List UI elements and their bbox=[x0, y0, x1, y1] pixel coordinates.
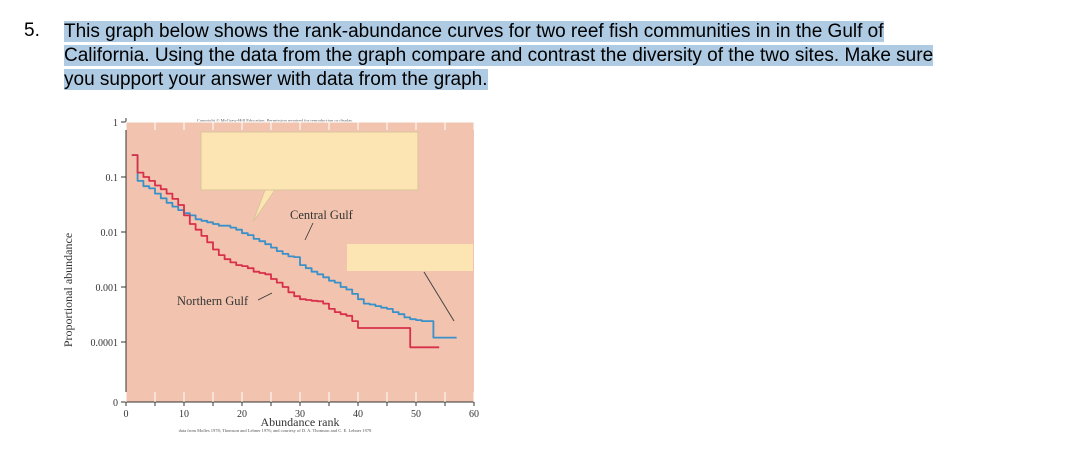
x-tick-label: 50 bbox=[411, 409, 421, 420]
pointer-northern-gulf bbox=[257, 292, 273, 301]
x-tick-label: 0 bbox=[124, 409, 129, 420]
y-axis: 1 0.1 0.01 0.001 0.0001 0 bbox=[91, 118, 127, 409]
y-tick-label: 0.01 bbox=[101, 228, 119, 239]
pointer-central-gulf bbox=[304, 222, 314, 241]
chart-svg: Copyright © McGraw-Hill Education. Permi… bbox=[61, 118, 479, 433]
y-tick-label: 0 bbox=[113, 398, 118, 409]
callout-box-upper bbox=[200, 131, 419, 191]
x-tick-label: 40 bbox=[353, 409, 363, 420]
x-tick-label: 20 bbox=[237, 409, 247, 420]
callout-pointer-right bbox=[423, 271, 455, 322]
question-line-3: you support your answer with data from t… bbox=[64, 69, 488, 90]
question-line-2: California. Using the data from the grap… bbox=[64, 45, 934, 66]
label-northern-gulf: Northern Gulf bbox=[177, 294, 249, 308]
y-tick-label: 1 bbox=[113, 118, 118, 129]
x-axis: 0 10 20 30 40 50 60 bbox=[124, 121, 479, 420]
series-line-northern-gulf bbox=[131, 154, 440, 349]
y-tick-label: 0.1 bbox=[106, 173, 119, 184]
y-tick-label: 0.0001 bbox=[91, 338, 119, 349]
x-axis-label: Abundance rank bbox=[261, 415, 340, 429]
callout-box-right bbox=[347, 244, 473, 271]
source-note: data from Molles 1978; Thomson and Lehne… bbox=[179, 428, 373, 433]
question-text: This graph below shows the rank-abundanc… bbox=[64, 20, 934, 92]
y-axis-label: Proportional abundance bbox=[61, 233, 75, 347]
question-number: 5. bbox=[24, 20, 40, 41]
rank-abundance-chart: Copyright © McGraw-Hill Education. Permi… bbox=[60, 118, 490, 443]
y-tick-label: 0.001 bbox=[96, 283, 119, 294]
series-layer bbox=[131, 154, 457, 349]
copyright-note: Copyright © McGraw-Hill Education. Permi… bbox=[197, 118, 353, 123]
x-tick-label: 60 bbox=[469, 409, 479, 420]
callout-tail-upper bbox=[252, 189, 276, 223]
question-line-1: This graph below shows the rank-abundanc… bbox=[64, 21, 884, 42]
x-tick-label: 10 bbox=[179, 409, 189, 420]
x-tick-label: 30 bbox=[295, 409, 305, 420]
label-central-gulf: Central Gulf bbox=[290, 208, 354, 222]
